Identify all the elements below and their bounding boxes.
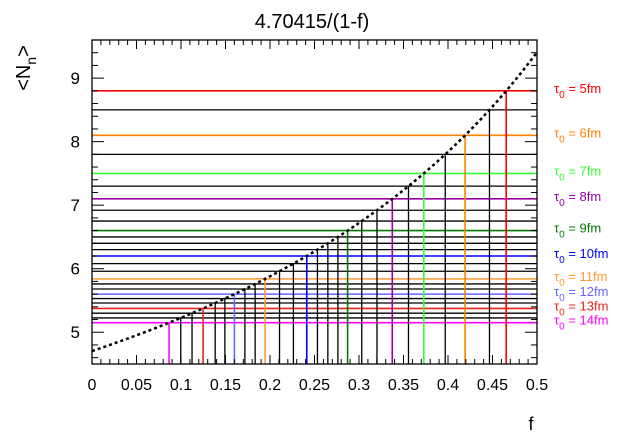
x-tick-label: 0.35 (388, 377, 419, 394)
y-tick-label: 6 (71, 260, 80, 279)
y-tick-label: 9 (71, 69, 80, 88)
y-axis-label: <Nn> (13, 45, 39, 91)
legend-entry: τ0 = 6fm (554, 125, 601, 145)
plot-frame (91, 39, 538, 365)
x-tick-label: 0.3 (348, 377, 370, 394)
x-tick-label: 0 (88, 377, 97, 394)
fit-curve (91, 51, 538, 353)
legend-entry: τ0 = 5fm (554, 81, 601, 101)
x-tick-label: 0.2 (259, 377, 281, 394)
legend-entry: τ0 = 11fm (554, 269, 607, 289)
chart-title: 4.70415/(1-f) (255, 11, 370, 33)
x-tick-label: 0.45 (477, 377, 508, 394)
legend-entry: τ0 = 14fm (554, 313, 608, 333)
legend-entry: τ0 = 10fm (554, 246, 608, 266)
legend: τ0 = 5fm τ0 = 6fm τ0 = 7fm τ0 = 8fm τ0 = 9fm… (554, 81, 608, 333)
x-axis-label: f (528, 414, 534, 434)
legend-entry: τ0 = 13fm (554, 298, 608, 318)
x-tick-label: 0.5 (526, 377, 548, 394)
legend-entry: τ0 = 8fm (554, 189, 601, 209)
x-tick-label: 0.4 (437, 377, 459, 394)
y-tick-label: 5 (71, 323, 80, 342)
legend-entry: τ0 = 9fm (554, 221, 601, 241)
frame-layer (91, 39, 538, 365)
legend-entry: τ0 = 7fm (554, 163, 601, 183)
x-tick-label: 0.25 (299, 377, 330, 394)
x-tick-label: 0.05 (121, 377, 152, 394)
x-tick-label: 0.15 (210, 377, 241, 394)
curve-layer (91, 51, 538, 353)
levels (92, 90, 537, 364)
y-tick-label: 8 (71, 133, 80, 152)
y-tick-label: 7 (71, 196, 80, 215)
x-tick-label: 0.1 (170, 377, 192, 394)
tick-labels: 0 0.05 0.1 0.15 0.2 0.25 0.3 0.35 0.4 0.45 0.5 5 6 7 8… (71, 69, 549, 394)
legend-entry: τ0 = 12fm (554, 284, 608, 304)
